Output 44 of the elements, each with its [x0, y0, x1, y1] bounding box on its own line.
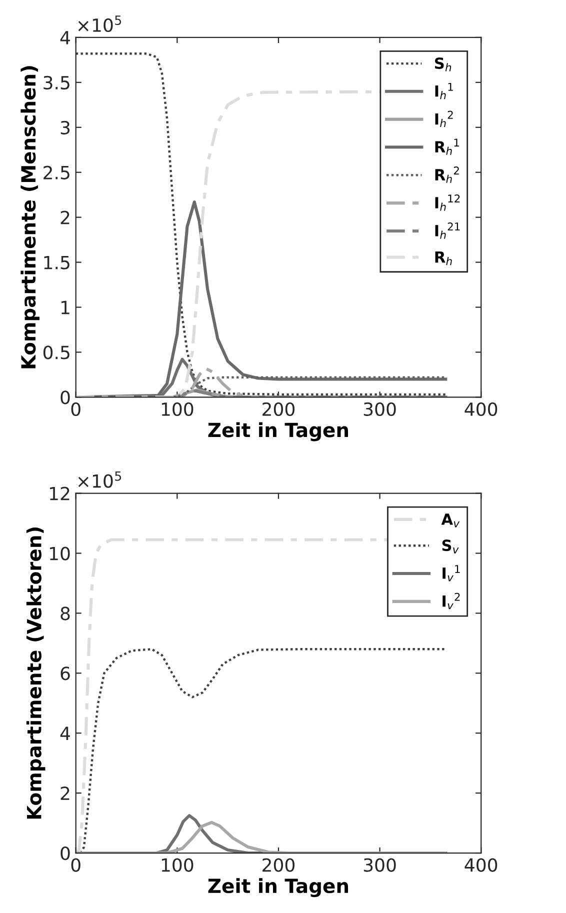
x-tick-label: 0: [71, 402, 80, 416]
x-tick-label: 200: [262, 402, 295, 416]
y-tick-label: 0: [60, 390, 70, 404]
legend-label: I$_{h}$$^{21}$: [435, 222, 460, 239]
x-tick-label: 400: [464, 402, 498, 416]
legend-label: I$_{h}$$^{1}$: [435, 82, 453, 100]
y-tick-label: 2: [60, 210, 70, 224]
x-tick-label: 100: [162, 402, 194, 416]
y-tick-label: 2.5: [44, 166, 70, 180]
x-tick-label: 400: [464, 858, 498, 872]
y-tick-label: 3: [60, 120, 70, 134]
legend-label: I$_{h}$$^{12}$: [435, 194, 460, 211]
legend-label: I$_{v}$$^{2}$: [442, 592, 460, 610]
y-tick-label: 12: [50, 486, 70, 500]
legend-label: S$_{v}$: [442, 540, 459, 554]
y-tick-label: 0.5: [43, 346, 70, 360]
legend-label: R$_{h}$: [435, 251, 452, 266]
y-axis-title: Kompartimente (Menschen): [20, 66, 40, 368]
legend-label: R$_{h}$$^{1}$: [435, 138, 459, 155]
y-tick-label: 0: [60, 846, 70, 860]
legend-label: I$_{h}$$^{2}$: [435, 110, 453, 128]
x-tick-label: 100: [162, 858, 194, 872]
x-tick-label: 200: [262, 858, 295, 872]
y-tick-label: 6: [60, 666, 70, 680]
legend-label: S$_{h}$: [434, 57, 452, 72]
y-tick-label: 2: [60, 786, 70, 800]
text: ×10$^{5}$: [78, 471, 122, 488]
text: ×10$^{5}$: [78, 16, 122, 32]
legend-label: A$_{v}$: [441, 514, 460, 528]
y-tick-label: 4: [60, 31, 70, 44]
y-tick-label: 3.5: [44, 76, 70, 90]
x-tick-label: 300: [364, 402, 396, 416]
y-axis-title: Kompartimente (Vektoren): [26, 528, 46, 819]
y-tick-label: 10: [50, 546, 70, 560]
x-tick-label: 300: [364, 858, 396, 872]
x-axis-title: Zeit in Tagen: [208, 422, 348, 442]
legend-label: I$_{v}$$^{1}$: [442, 565, 460, 582]
legend-label: R$_{h}$$^{2}$: [435, 166, 459, 183]
x-axis-title: Zeit in Tagen: [208, 878, 348, 898]
y-tick-label: 8: [60, 606, 70, 620]
y-tick-label: 1: [61, 300, 70, 314]
y-tick-label: 4: [60, 726, 70, 740]
x-tick-label: 0: [71, 858, 80, 872]
y-tick-label: 1.5: [44, 256, 70, 270]
